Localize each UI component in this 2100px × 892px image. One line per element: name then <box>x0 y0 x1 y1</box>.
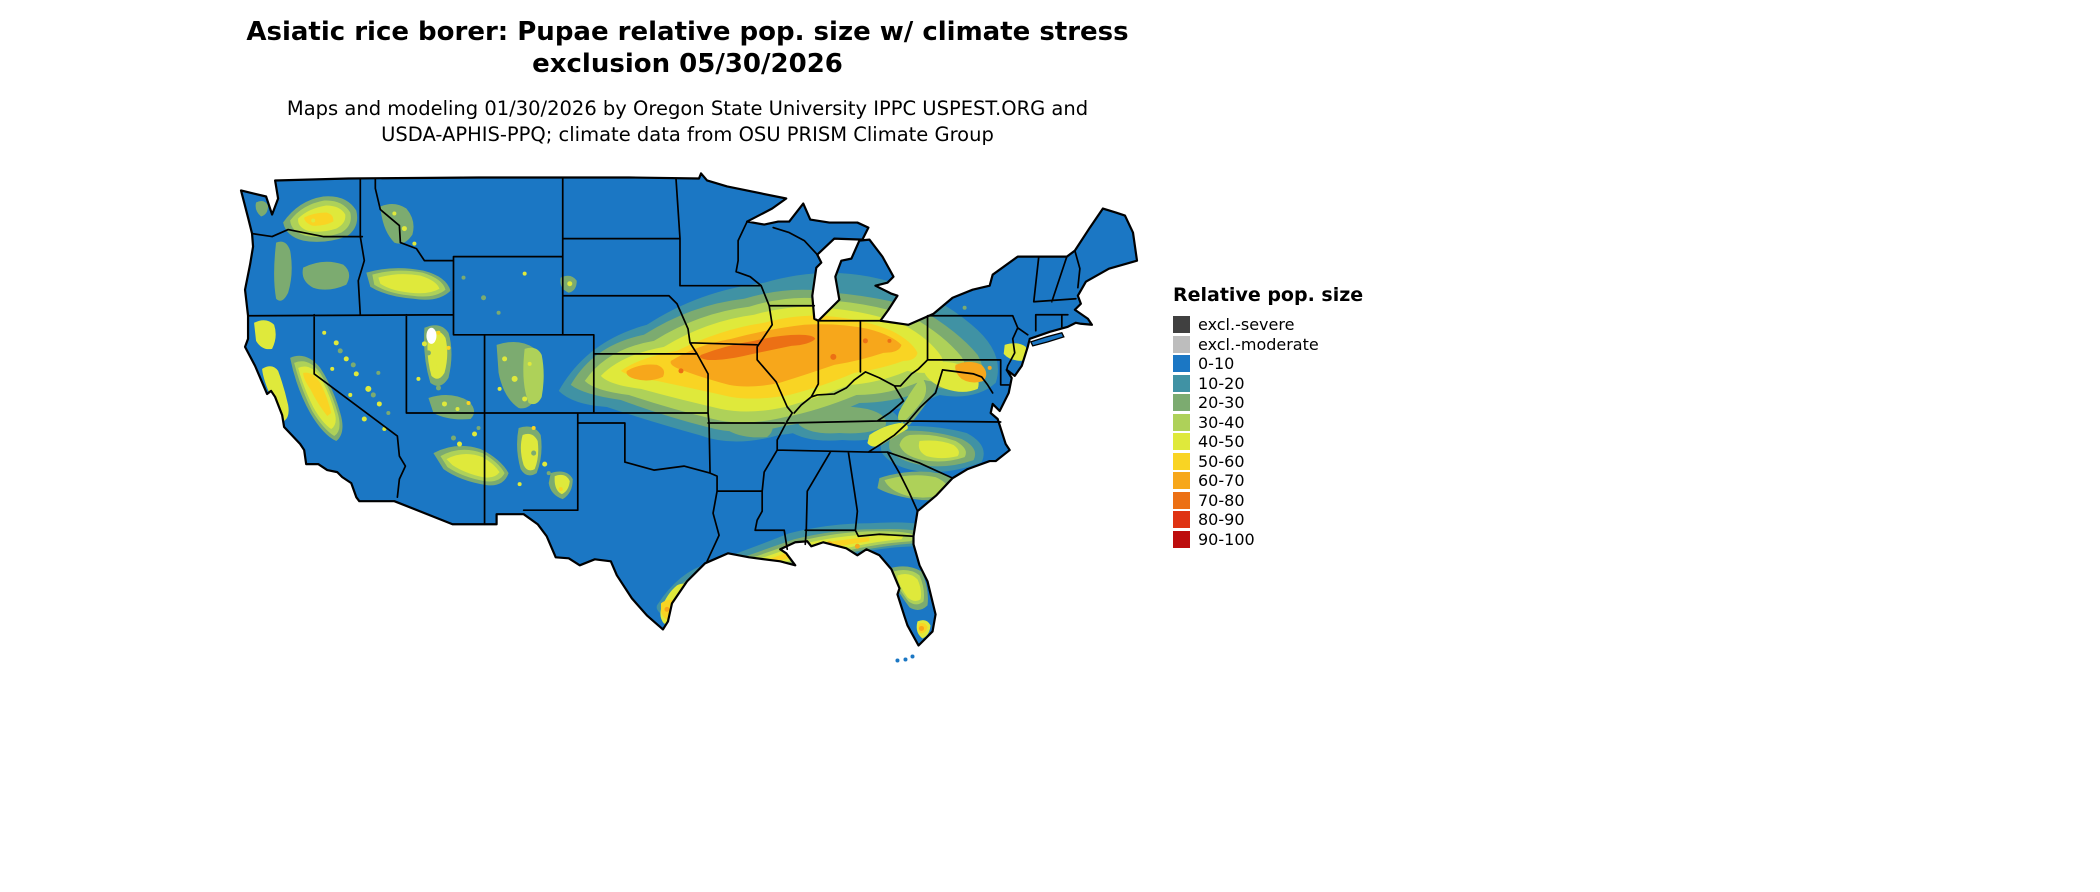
legend-item: 20-30 <box>1173 393 1363 413</box>
map-raster-overlays <box>254 178 1027 639</box>
legend-swatch <box>1173 335 1190 353</box>
legend-item: 80-90 <box>1173 510 1363 530</box>
raster-30-40 <box>290 200 966 610</box>
legend-item: 90-100 <box>1173 530 1363 550</box>
legend-item: excl.-moderate <box>1173 335 1363 355</box>
figure-title-line2: exclusion 05/30/2026 <box>532 49 843 79</box>
legend-item: 0-10 <box>1173 354 1363 374</box>
legend-label: 10-20 <box>1198 373 1245 393</box>
legend-swatch <box>1173 452 1190 470</box>
legend-label: 30-40 <box>1198 412 1245 432</box>
raster-50-60 <box>303 212 982 634</box>
us-map <box>239 172 1139 663</box>
legend-item: 50-60 <box>1173 452 1363 472</box>
state-borders <box>247 177 1081 563</box>
legend-label: 90-100 <box>1198 529 1255 549</box>
legend-label: 60-70 <box>1198 471 1245 491</box>
legend-swatch <box>1173 355 1190 373</box>
figure-title-line1: Asiatic rice borer: Pupae relative pop. … <box>246 17 1129 47</box>
raster-40-50 <box>254 205 1027 639</box>
legend-item: excl.-severe <box>1173 315 1363 335</box>
legend-item: 40-50 <box>1173 432 1363 452</box>
legend-swatch <box>1173 394 1190 412</box>
florida-keys <box>895 654 915 663</box>
legend-label: 20-30 <box>1198 393 1245 413</box>
legend-label: 80-90 <box>1198 510 1245 530</box>
legend-swatch <box>1173 511 1190 529</box>
great-salt-lake <box>426 327 437 344</box>
legend-label: excl.-moderate <box>1198 334 1319 354</box>
figure-header: Asiatic rice borer: Pupae relative pop. … <box>0 16 1375 148</box>
legend-swatch <box>1173 491 1190 509</box>
figure-subtitle-line1: Maps and modeling 01/30/2026 by Oregon S… <box>286 97 1089 120</box>
legend-label: 70-80 <box>1198 490 1245 510</box>
legend-swatch <box>1173 472 1190 490</box>
us-map-container <box>228 172 1140 674</box>
legend-item: 30-40 <box>1173 413 1363 433</box>
legend-swatch <box>1173 433 1190 451</box>
figure-subtitle: Maps and modeling 01/30/2026 by Oregon S… <box>0 96 1375 148</box>
legend-swatch <box>1173 530 1190 548</box>
legend-item: 70-80 <box>1173 491 1363 511</box>
legend-label: 50-60 <box>1198 451 1245 471</box>
legend-label: excl.-severe <box>1198 315 1295 335</box>
legend-swatch <box>1173 413 1190 431</box>
raster-60-70 <box>626 324 987 387</box>
figure-subtitle-line2: USDA-APHIS-PPQ; climate data from OSU PR… <box>381 123 994 146</box>
long-island <box>1029 332 1065 347</box>
legend-swatch <box>1173 316 1190 334</box>
legend-item: 60-70 <box>1173 471 1363 491</box>
legend-label: 40-50 <box>1198 432 1245 452</box>
legend-items: excl.-severe excl.-moderate 0-10 10-20 20-30… <box>1173 315 1363 549</box>
legend-item: 10-20 <box>1173 374 1363 394</box>
legend: Relative pop. size excl.-severe excl.-mod… <box>1173 284 1363 549</box>
legend-label: 0-10 <box>1198 354 1235 374</box>
legend-title: Relative pop. size <box>1173 284 1364 306</box>
legend-swatch <box>1173 374 1190 392</box>
